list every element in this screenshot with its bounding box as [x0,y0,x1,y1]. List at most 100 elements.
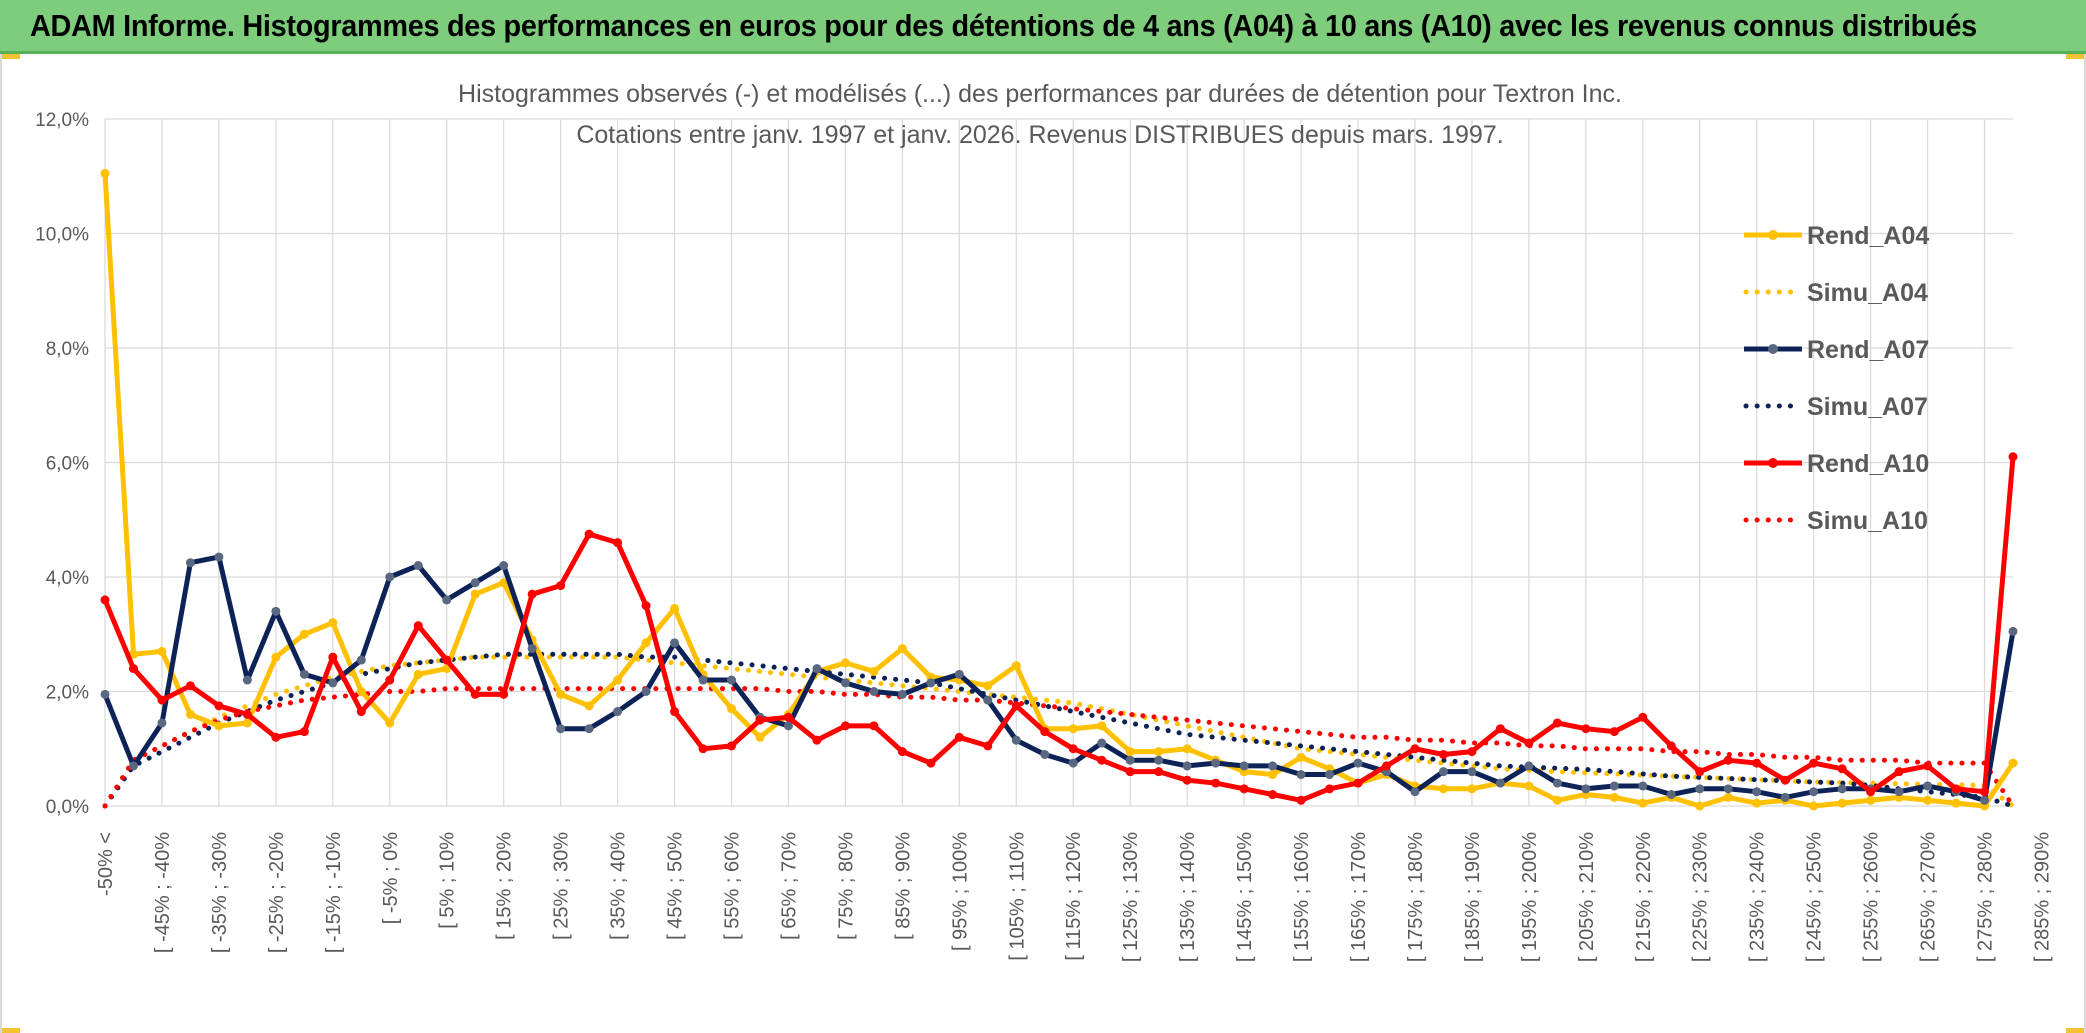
data-point-Rend_A04 [1467,784,1477,794]
data-point-Rend_A07 [1211,758,1221,768]
data-point-Rend_A10 [1524,738,1534,748]
data-point-Rend_A07 [356,655,366,665]
data-point-Rend_A10 [356,707,366,717]
data-point-Rend_A10 [442,655,452,665]
y-tick-label: 6,0% [46,454,89,475]
x-tick-label: [ 65% ; 70% [778,832,800,940]
y-tick-label: 2,0% [46,683,89,704]
data-point-Rend_A07 [157,718,167,728]
data-point-Rend_A04 [2008,758,2018,768]
x-tick-label: [ 235% ; 240% [1747,832,1769,962]
data-point-Rend_A07 [1068,758,1078,768]
data-point-Rend_A10 [185,681,195,691]
data-point-Rend_A07 [1894,787,1904,797]
data-point-Rend_A07 [1609,781,1619,791]
data-point-Rend_A04 [1609,792,1619,802]
data-point-Rend_A04 [869,666,879,676]
x-tick-label: [ 125% ; 130% [1120,832,1142,962]
data-point-Rend_A07 [556,724,566,734]
chart-title: Histogrammes observés (-) et modélisés (… [458,80,1622,108]
data-point-Rend_A07 [926,678,936,688]
legend-label-Rend_A10: Rend_A10 [1807,450,1929,478]
data-point-Rend_A04 [1695,801,1705,811]
data-point-Rend_A07 [1552,778,1562,788]
data-point-Rend_A07 [584,724,594,734]
data-point-Rend_A07 [499,561,509,571]
data-point-Rend_A10 [1325,784,1335,794]
data-point-Rend_A07 [1011,735,1021,745]
data-point-Rend_A10 [1780,775,1790,785]
data-point-Rend_A10 [1552,718,1562,728]
data-point-Rend_A10 [128,664,138,674]
legend-marker-Rend_A04 [1768,230,1778,240]
data-point-Rend_A07 [128,761,138,771]
data-point-Rend_A10 [1951,784,1961,794]
legend-label-Rend_A07: Rend_A07 [1807,336,1929,364]
data-point-Rend_A10 [1638,712,1648,722]
data-point-Rend_A07 [983,695,993,705]
data-point-Rend_A07 [299,669,309,679]
data-point-Rend_A10 [1353,778,1363,788]
data-point-Rend_A10 [1609,727,1619,737]
data-point-Rend_A04 [214,721,224,731]
data-point-Rend_A07 [214,552,224,562]
data-point-Rend_A07 [1752,787,1762,797]
data-point-Rend_A07 [1325,770,1335,780]
legend-label-Rend_A04: Rend_A04 [1807,222,1929,250]
data-point-Rend_A10 [1666,741,1676,751]
series-line-Rend_A04 [102,173,2016,809]
data-point-Rend_A10 [1154,767,1164,777]
data-point-Rend_A10 [1068,744,1078,754]
data-point-Rend_A07 [613,707,623,717]
y-tick-label: 4,0% [46,568,89,589]
data-point-Rend_A04 [556,689,566,699]
x-tick-label: [ 15% ; 20% [494,832,516,940]
data-point-Rend_A07 [413,561,423,571]
x-tick-label: [ 85% ; 90% [892,832,914,940]
data-point-Rend_A04 [356,687,366,696]
data-point-Rend_A04 [1866,795,1876,805]
data-point-Rend_A07 [1467,767,1477,777]
y-tick-label: 8,0% [46,339,89,360]
data-point-Rend_A10 [2008,452,2018,462]
histogram-chart: 0,0% 2,0% 4,0% 6,0% 8,0% 10,0% 12,0% -50% < [ -… [35,80,2053,962]
data-point-Rend_A10 [1211,778,1221,788]
data-point-Rend_A10 [1723,755,1733,765]
corner-mark [0,1028,20,1033]
data-point-Rend_A04 [1923,795,1933,805]
data-point-Rend_A10 [1752,758,1762,768]
data-point-Rend_A07 [812,664,822,674]
data-point-Rend_A04 [670,603,680,613]
data-point-Rend_A10 [271,732,281,742]
x-tick-label: [ 255% ; 260% [1861,832,1883,962]
data-point-Rend_A07 [1438,767,1448,777]
data-point-Rend_A04 [413,669,423,679]
data-point-Rend_A10 [783,712,793,722]
data-point-Rend_A10 [1296,795,1306,805]
data-point-Rend_A10 [840,721,850,731]
data-point-Rend_A10 [1381,761,1391,771]
x-tick-label: [ 145% ; 150% [1234,832,1256,962]
data-point-Rend_A04 [1837,798,1847,808]
data-point-Rend_A10 [670,707,680,717]
data-point-Rend_A04 [1552,795,1562,805]
data-point-Rend_A07 [2008,626,2018,636]
x-tick-label: [ 115% ; 120% [1063,832,1085,961]
data-point-Rend_A10 [755,715,765,725]
legend-label-Simu_A07: Simu_A07 [1807,393,1928,421]
data-point-Rend_A07 [1780,792,1790,802]
data-point-Rend_A04 [1638,798,1648,808]
data-point-Rend_A07 [1638,781,1648,791]
x-tick-label: [ 75% ; 80% [835,832,857,940]
data-point-Rend_A04 [157,646,167,656]
data-point-Rend_A10 [727,741,737,751]
data-point-Rend_A07 [527,644,537,654]
data-point-Rend_A04 [1268,770,1278,780]
chart-legend: Rend_A04 Simu_A04 Rend_A07 Simu_A07 Rend_A10… [1743,222,1929,535]
data-point-Rend_A04 [727,704,737,714]
chart-subtitle: Cotations entre janv. 1997 et janv. 2026… [576,121,1503,149]
data-point-Rend_A10 [954,732,964,742]
data-point-Rend_A10 [1581,724,1591,734]
data-point-Rend_A04 [1125,747,1135,757]
data-point-Rend_A07 [1125,755,1135,765]
